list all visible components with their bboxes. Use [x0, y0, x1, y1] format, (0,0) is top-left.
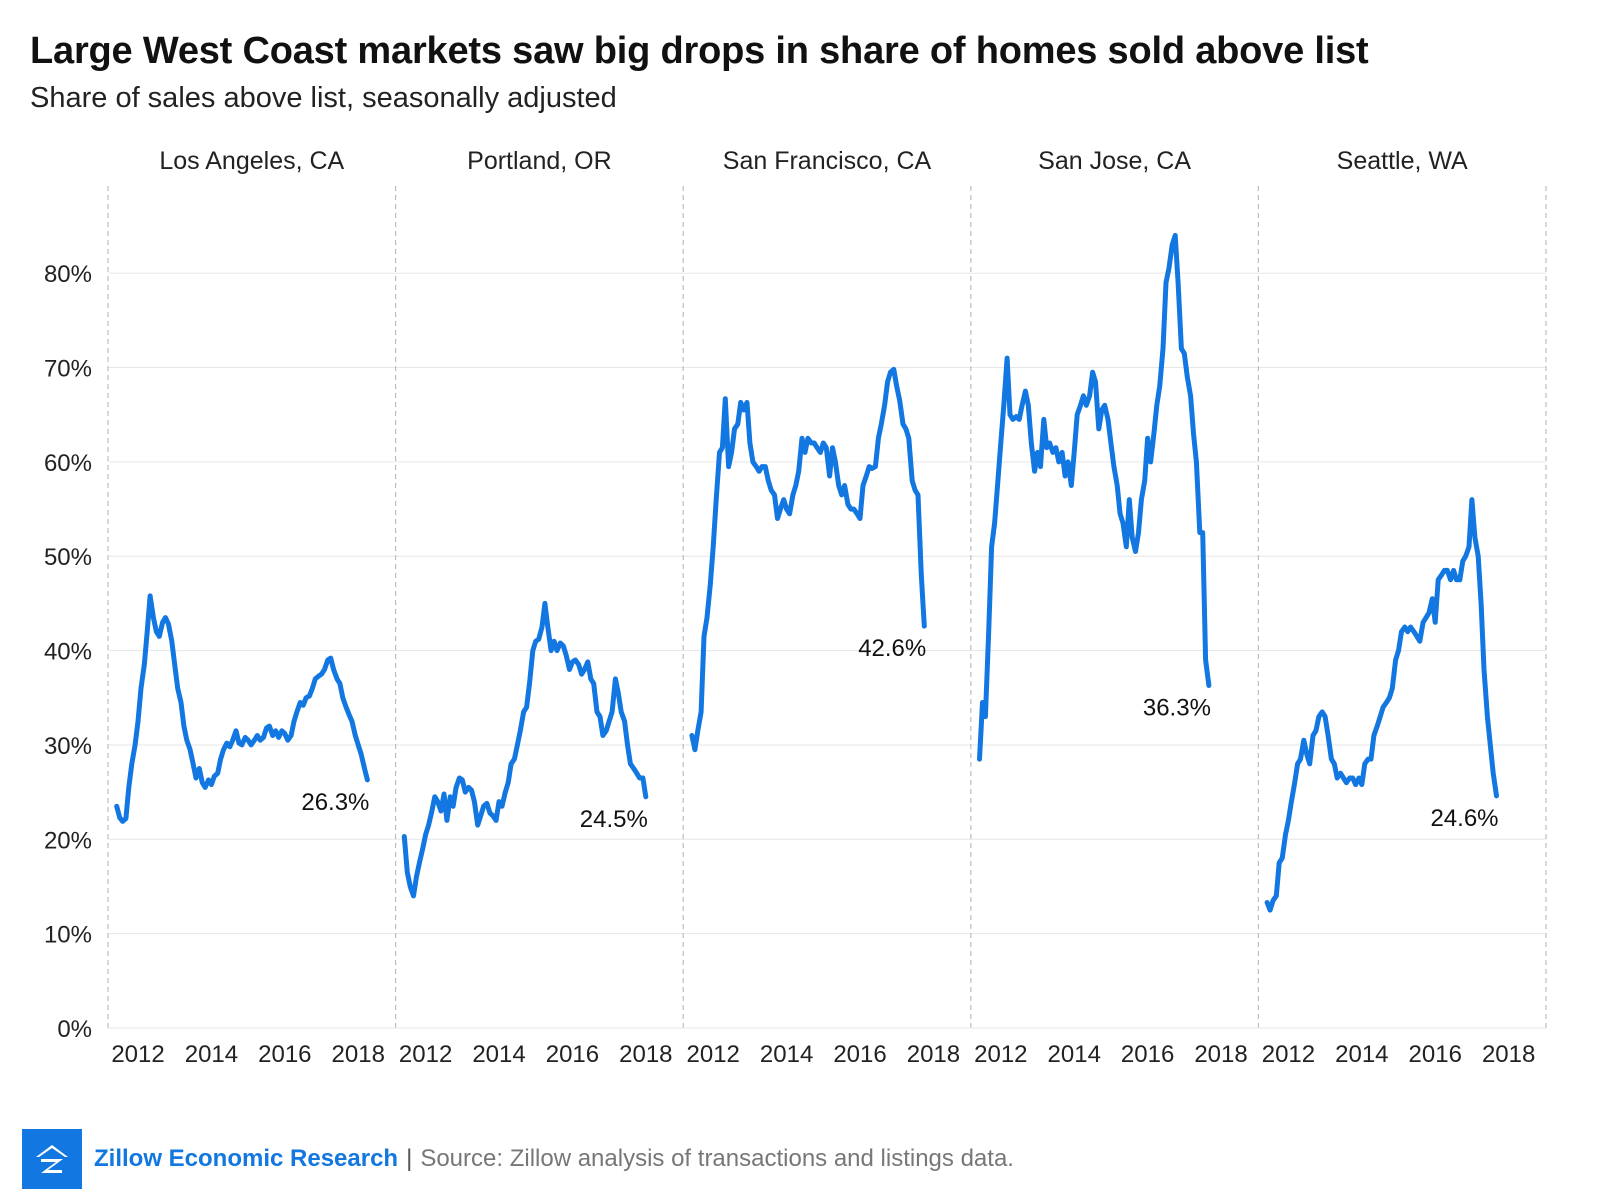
series-line: [977, 232, 1212, 762]
x-tick-label: 2018: [619, 1041, 672, 1068]
y-tick-label: 40%: [44, 639, 92, 666]
x-tick-label: 2012: [399, 1041, 452, 1068]
chart-title: Large West Coast markets saw big drops i…: [30, 30, 1369, 72]
y-tick-label: 70%: [44, 356, 92, 383]
small-multiples-line-chart: 0% 10% 20% 30% 40% 50% 60% 70% 80% Los Angeles, C…: [44, 147, 1547, 1068]
x-tick-label: 2014: [1335, 1041, 1388, 1068]
panel-title: San Francisco, CA: [723, 147, 932, 175]
x-tick-label: 2016: [1121, 1041, 1174, 1068]
chart-subtitle: Share of sales above list, seasonally ad…: [30, 82, 617, 114]
x-tick-label: 2012: [687, 1041, 740, 1068]
y-tick-label: 10%: [44, 922, 92, 949]
x-tick-label: 2014: [760, 1041, 813, 1068]
x-tick-label: 2014: [1048, 1041, 1101, 1068]
x-tick-label: 2014: [472, 1041, 525, 1068]
footer-brand: Zillow Economic Research: [94, 1145, 399, 1172]
x-tick-label: 2012: [1262, 1041, 1315, 1068]
x-tick-label: 2018: [907, 1041, 960, 1068]
y-tick-label: 20%: [44, 827, 92, 854]
series-line: [401, 600, 649, 899]
footer-source: Source: Zillow analysis of transactions …: [420, 1145, 1014, 1172]
x-tick-label: 2014: [185, 1041, 238, 1068]
end-value-label: 24.5%: [580, 806, 648, 833]
panel-title: San Jose, CA: [1038, 147, 1191, 175]
x-tick-label: 2016: [1409, 1041, 1462, 1068]
panel-title: Portland, OR: [467, 147, 612, 175]
x-tick-label: 2016: [833, 1041, 886, 1068]
y-tick-label: 80%: [44, 261, 92, 288]
panel-title: Seattle, WA: [1337, 147, 1468, 175]
x-tick-label: 2012: [974, 1041, 1027, 1068]
y-tick-label: 0%: [57, 1016, 92, 1043]
x-tick-label: 2012: [111, 1041, 164, 1068]
series-line: [689, 366, 927, 753]
x-tick-label: 2016: [258, 1041, 311, 1068]
y-tick-label: 50%: [44, 544, 92, 571]
x-tick-label: 2018: [1482, 1041, 1535, 1068]
x-tick-label: 2018: [1194, 1041, 1247, 1068]
end-value-label: 42.6%: [858, 635, 926, 662]
end-value-label: 24.6%: [1430, 805, 1498, 832]
y-tick-label: 30%: [44, 733, 92, 760]
footer: Zillow Economic Research | Source: Zillo…: [22, 1126, 1014, 1192]
panel-title: Los Angeles, CA: [159, 147, 344, 175]
footer-separator: |: [406, 1145, 413, 1172]
y-tick-label: 60%: [44, 450, 92, 477]
series-line: [114, 593, 370, 824]
end-value-label: 36.3%: [1143, 694, 1211, 721]
x-tick-label: 2016: [546, 1041, 599, 1068]
end-value-label: 26.3%: [301, 789, 369, 816]
series-line: [1264, 497, 1499, 913]
zillow-logo-icon: [22, 1129, 82, 1189]
x-tick-label: 2018: [332, 1041, 385, 1068]
